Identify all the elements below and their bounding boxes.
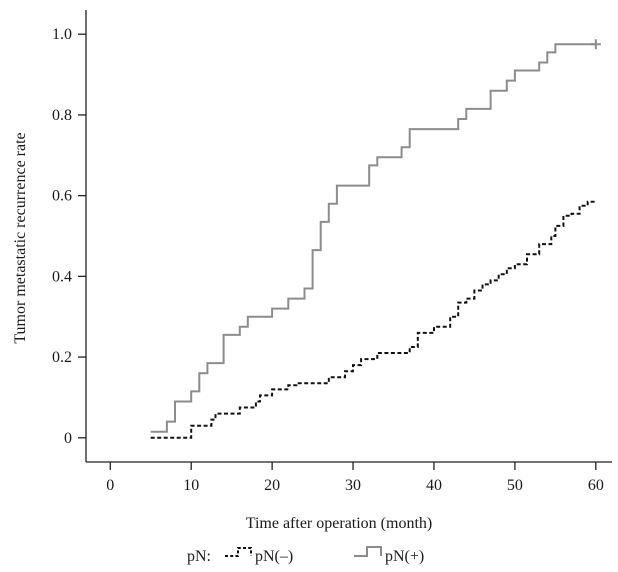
y-tick-label: 1.0 [52, 26, 72, 43]
y-tick-label: 0.2 [52, 349, 72, 366]
legend-swatch-pn-negative [225, 547, 252, 557]
legend-label-pn-positive: pN(+) [385, 548, 424, 565]
legend: pN: pN(–) pN(+) [187, 546, 424, 565]
x-tick-label: 50 [507, 477, 523, 494]
series-line-pn-positive [150, 43, 596, 433]
plot-frame [85, 10, 612, 463]
censor-mark [590, 39, 601, 50]
series-layer [150, 39, 601, 439]
y-tick-label: 0.4 [52, 268, 72, 285]
legend-swatch-pn-positive [354, 546, 382, 557]
x-axis-label: Time after operation (month) [246, 515, 432, 532]
x-tick-label: 10 [183, 477, 199, 494]
x-tick-label: 30 [345, 477, 361, 494]
x-ticks: 0 10 20 30 40 50 60 [106, 462, 604, 494]
legend-label-pn-negative: pN(–) [255, 548, 293, 565]
y-tick-label: 0.6 [52, 188, 72, 205]
x-tick-label: 40 [426, 477, 442, 494]
y-axis-label: Tumor metastatic recurrence rate [12, 132, 29, 343]
x-tick-label: 20 [264, 477, 280, 494]
y-ticks: 0 0.2 0.4 0.6 0.8 1.0 [52, 26, 86, 447]
x-tick-label: 0 [106, 477, 114, 494]
y-tick-label: 0.8 [52, 107, 72, 124]
y-tick-label: 0 [64, 430, 72, 447]
legend-title: pN: [187, 548, 211, 565]
x-tick-label: 60 [588, 477, 604, 494]
series-line-pn-negative [150, 200, 596, 439]
